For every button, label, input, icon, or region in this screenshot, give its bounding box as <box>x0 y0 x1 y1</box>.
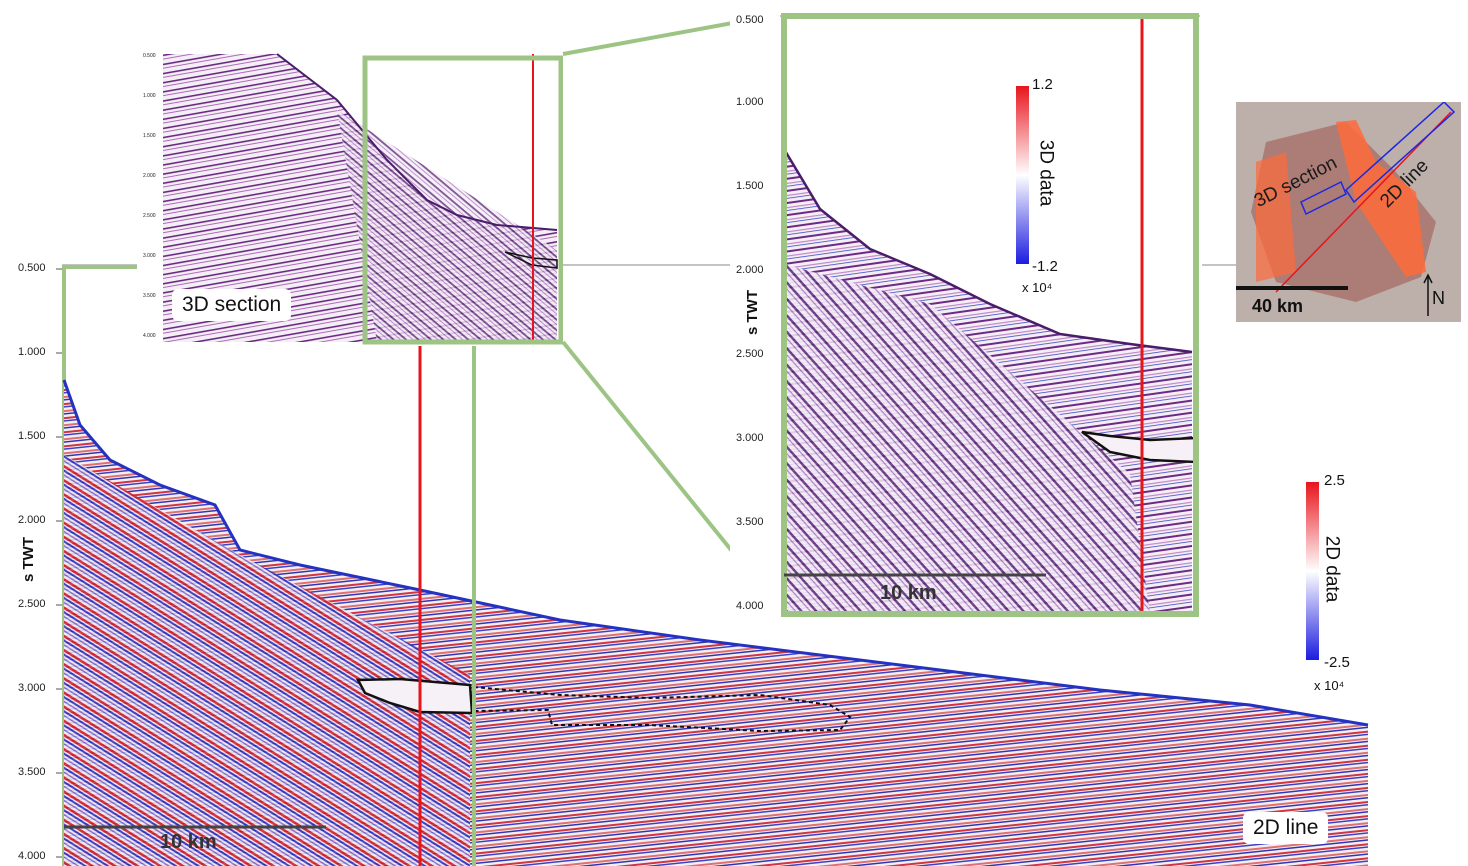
ytick-2d: 2.500 <box>18 598 46 610</box>
ytick-2d: 4.000 <box>18 850 46 862</box>
ytick-3d-small: 1.500 <box>143 133 156 139</box>
colorbar-3d-min: -1.2 <box>1032 258 1058 275</box>
north-arrow-label: N <box>1432 288 1445 308</box>
scale-bar-2d-label: 10 km <box>160 831 217 853</box>
ytick-3d-small: 2.000 <box>143 173 156 179</box>
colorbar-3d-max: 1.2 <box>1032 76 1053 93</box>
colorbar-2d-max: 2.5 <box>1324 472 1345 489</box>
ytick-3d-zoom: 2.500 <box>736 348 764 360</box>
ytick-3d-zoom: 2.000 <box>736 264 764 276</box>
colorbar-3d-title: 3D data <box>1035 139 1057 207</box>
ytick-3d-small: 1.000 <box>143 93 156 99</box>
ytick-3d-small: 4.000 <box>143 333 156 339</box>
colorbar-2d-min: -2.5 <box>1324 654 1350 671</box>
ytick-3d-small: 0.500 <box>143 53 156 59</box>
ytick-2d: 3.000 <box>18 682 46 694</box>
axis-title-3d-zoom: s TWT <box>744 290 761 335</box>
inset-3d-zoom: 0.500 1.000 1.500 2.000 2.500 3.000 3.50… <box>730 4 1202 618</box>
ytick-2d: 0.500 <box>18 262 46 274</box>
ytick-3d-small: 3.500 <box>143 293 156 299</box>
inset-3d-small-plot <box>163 53 563 345</box>
colorbar-2d: 2.5 -2.5 x 10⁴ 2D data <box>1300 472 1370 698</box>
ytick-2d: 1.500 <box>18 430 46 442</box>
ytick-3d-zoom: 3.000 <box>736 432 764 444</box>
inset-3d-zoom-plot <box>780 13 1200 617</box>
colorbar-3d: 1.2 -1.2 x 10⁴ 3D data <box>1012 76 1082 302</box>
ytick-3d-zoom: 1.500 <box>736 180 764 192</box>
ytick-2d: 3.500 <box>18 766 46 778</box>
map-scale-bar-label: 40 km <box>1252 296 1304 316</box>
colorbar-3d-gradient <box>1016 86 1029 264</box>
ytick-3d-zoom: 4.000 <box>736 600 764 612</box>
ytick-3d-small: 2.500 <box>143 213 156 219</box>
colorbar-2d-exponent: x 10⁴ <box>1314 678 1345 693</box>
location-map-svg <box>1236 102 1461 322</box>
main-2d-section: 0.500 1.000 1.500 2.000 2.500 3.000 3.50… <box>0 255 1468 866</box>
label-2d-line: 2D line <box>1243 812 1329 844</box>
ytick-3d-zoom: 3.500 <box>736 516 764 528</box>
location-map: 3D section 2D line 40 km N <box>1236 102 1461 322</box>
ytick-3d-zoom: 0.500 <box>736 14 764 26</box>
label-3d-section: 3D section <box>172 289 292 321</box>
ytick-3d-zoom: 1.000 <box>736 96 764 108</box>
scale-bar-3d-label: 10 km <box>880 582 937 604</box>
main-2d-plot <box>56 264 1369 866</box>
ytick-2d: 2.000 <box>18 514 46 526</box>
ytick-3d-small: 3.000 <box>143 253 156 259</box>
colorbar-2d-gradient <box>1306 482 1319 660</box>
inset-3d-small: 0.500 1.000 1.500 2.000 2.500 3.000 3.50… <box>137 50 563 346</box>
ytick-2d: 1.000 <box>18 346 46 358</box>
colorbar-3d-exponent: x 10⁴ <box>1022 280 1053 295</box>
